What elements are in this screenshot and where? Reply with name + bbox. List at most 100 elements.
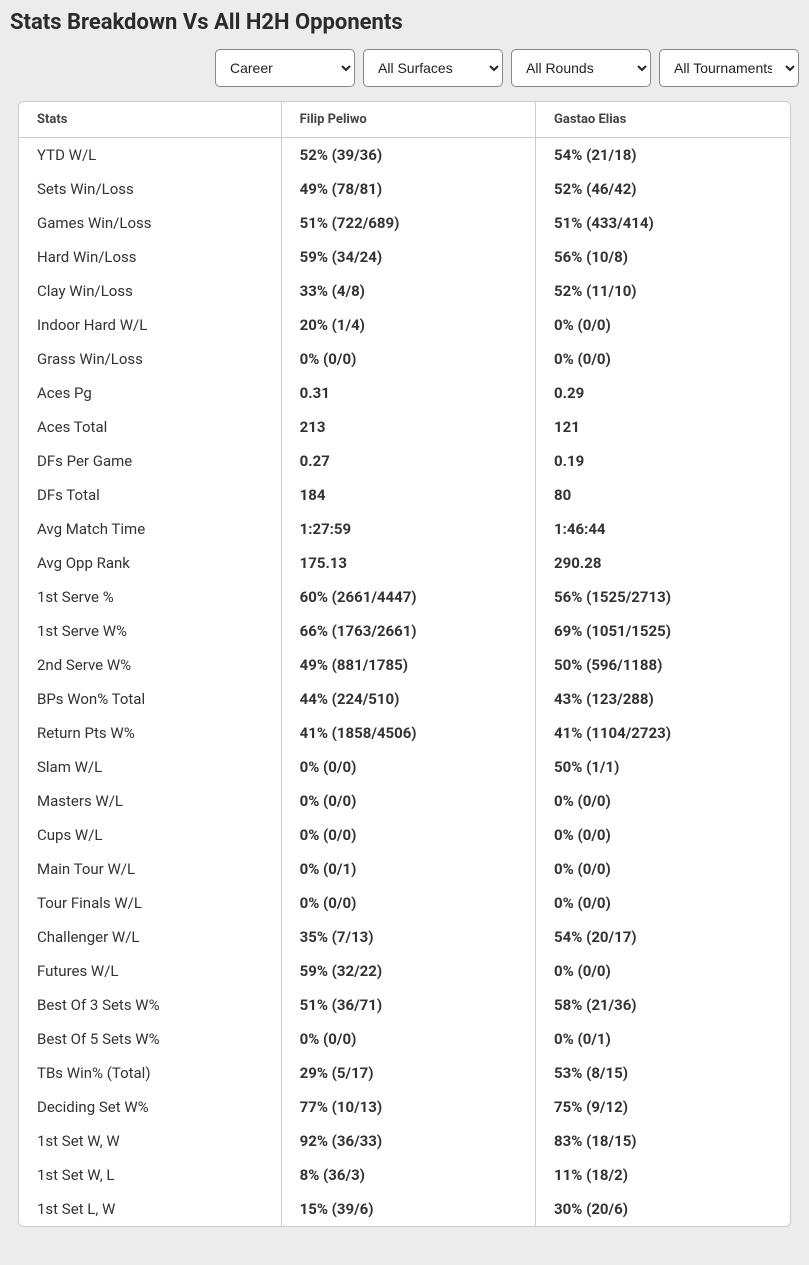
stat-value-player1: 51% (722/689) [281,206,535,240]
stat-label: Indoor Hard W/L [19,308,281,342]
stat-value-player1: 59% (32/22) [281,954,535,988]
stat-value-player1: 0% (0/0) [281,818,535,852]
table-row: Sets Win/Loss49% (78/81)52% (46/42) [19,172,790,206]
stat-value-player1: 60% (2661/4447) [281,580,535,614]
table-row: Aces Total213121 [19,410,790,444]
stat-value-player1: 0.27 [281,444,535,478]
stat-value-player1: 213 [281,410,535,444]
stat-value-player1: 0% (0/1) [281,852,535,886]
stat-label: Masters W/L [19,784,281,818]
table-row: Return Pts W%41% (1858/4506)41% (1104/27… [19,716,790,750]
stat-value-player1: 8% (36/3) [281,1158,535,1192]
table-row: 1st Set L, W15% (39/6)30% (20/6) [19,1192,790,1226]
table-row: Cups W/L0% (0/0)0% (0/0) [19,818,790,852]
stat-value-player1: 49% (881/1785) [281,648,535,682]
filter-bar: Career All Surfaces All Rounds All Tourn… [0,49,809,101]
stat-value-player2: 11% (18/2) [536,1158,790,1192]
stat-value-player2: 0% (0/0) [536,784,790,818]
stat-value-player1: 33% (4/8) [281,274,535,308]
stat-value-player1: 0% (0/0) [281,784,535,818]
stat-value-player1: 66% (1763/2661) [281,614,535,648]
table-row: 2nd Serve W%49% (881/1785)50% (596/1188) [19,648,790,682]
stat-label: 2nd Serve W% [19,648,281,682]
stat-value-player2: 53% (8/15) [536,1056,790,1090]
table-row: Avg Match Time1:27:591:46:44 [19,512,790,546]
stat-value-player2: 56% (10/8) [536,240,790,274]
stat-value-player1: 52% (39/36) [281,138,535,173]
stat-label: Main Tour W/L [19,852,281,886]
stat-value-player2: 1:46:44 [536,512,790,546]
stat-label: DFs Total [19,478,281,512]
stat-value-player2: 83% (18/15) [536,1124,790,1158]
stat-label: 1st Serve W% [19,614,281,648]
table-row: Games Win/Loss51% (722/689)51% (433/414) [19,206,790,240]
stat-value-player2: 54% (20/17) [536,920,790,954]
table-row: Indoor Hard W/L20% (1/4)0% (0/0) [19,308,790,342]
stat-value-player1: 0% (0/0) [281,1022,535,1056]
stat-label: Aces Pg [19,376,281,410]
period-select[interactable]: Career [215,49,355,87]
stat-label: Slam W/L [19,750,281,784]
round-select[interactable]: All Rounds [511,49,651,87]
stat-value-player2: 56% (1525/2713) [536,580,790,614]
stat-value-player1: 49% (78/81) [281,172,535,206]
table-row: YTD W/L52% (39/36)54% (21/18) [19,138,790,173]
table-row: 1st Serve %60% (2661/4447)56% (1525/2713… [19,580,790,614]
stat-label: Deciding Set W% [19,1090,281,1124]
stat-value-player2: 0% (0/0) [536,308,790,342]
table-row: Tour Finals W/L0% (0/0)0% (0/0) [19,886,790,920]
table-row: Slam W/L0% (0/0)50% (1/1) [19,750,790,784]
page-title: Stats Breakdown Vs All H2H Opponents [0,0,809,49]
table-row: Best Of 3 Sets W%51% (36/71)58% (21/36) [19,988,790,1022]
table-row: Avg Opp Rank175.13290.28 [19,546,790,580]
table-row: 1st Serve W%66% (1763/2661)69% (1051/152… [19,614,790,648]
stat-value-player1: 0% (0/0) [281,886,535,920]
table-row: Futures W/L59% (32/22)0% (0/0) [19,954,790,988]
tournament-select[interactable]: All Tournaments [659,49,799,87]
stat-label: BPs Won% Total [19,682,281,716]
stat-label: DFs Per Game [19,444,281,478]
stat-label: Sets Win/Loss [19,172,281,206]
stat-value-player2: 0% (0/0) [536,342,790,376]
stat-value-player1: 29% (5/17) [281,1056,535,1090]
stat-value-player2: 0% (0/0) [536,954,790,988]
stat-value-player1: 0% (0/0) [281,342,535,376]
stat-value-player1: 0% (0/0) [281,750,535,784]
table-row: 1st Set W, L8% (36/3)11% (18/2) [19,1158,790,1192]
stat-value-player2: 290.28 [536,546,790,580]
stat-label: Futures W/L [19,954,281,988]
stat-value-player1: 15% (39/6) [281,1192,535,1226]
table-row: Clay Win/Loss33% (4/8)52% (11/10) [19,274,790,308]
stat-value-player2: 0% (0/0) [536,818,790,852]
stat-label: 1st Set W, W [19,1124,281,1158]
stat-value-player1: 184 [281,478,535,512]
stat-label: Avg Match Time [19,512,281,546]
col-header-player1: Filip Peliwo [281,102,535,138]
stat-label: YTD W/L [19,138,281,173]
stat-value-player2: 0% (0/0) [536,852,790,886]
stat-value-player1: 0.31 [281,376,535,410]
stat-value-player1: 175.13 [281,546,535,580]
stat-value-player1: 35% (7/13) [281,920,535,954]
stat-label: 1st Set W, L [19,1158,281,1192]
stat-value-player2: 50% (1/1) [536,750,790,784]
col-header-stats: Stats [19,102,281,138]
stat-label: Clay Win/Loss [19,274,281,308]
stat-value-player1: 51% (36/71) [281,988,535,1022]
stat-label: Cups W/L [19,818,281,852]
stat-value-player1: 59% (34/24) [281,240,535,274]
stat-label: Return Pts W% [19,716,281,750]
stat-value-player2: 0.29 [536,376,790,410]
stat-value-player2: 51% (433/414) [536,206,790,240]
stat-value-player2: 0% (0/1) [536,1022,790,1056]
stat-label: Hard Win/Loss [19,240,281,274]
stat-label: Challenger W/L [19,920,281,954]
surface-select[interactable]: All Surfaces [363,49,503,87]
stat-value-player1: 77% (10/13) [281,1090,535,1124]
table-row: Main Tour W/L0% (0/1)0% (0/0) [19,852,790,886]
table-row: Hard Win/Loss59% (34/24)56% (10/8) [19,240,790,274]
table-row: BPs Won% Total44% (224/510)43% (123/288) [19,682,790,716]
stat-value-player2: 30% (20/6) [536,1192,790,1226]
table-row: Deciding Set W%77% (10/13)75% (9/12) [19,1090,790,1124]
stat-value-player1: 92% (36/33) [281,1124,535,1158]
